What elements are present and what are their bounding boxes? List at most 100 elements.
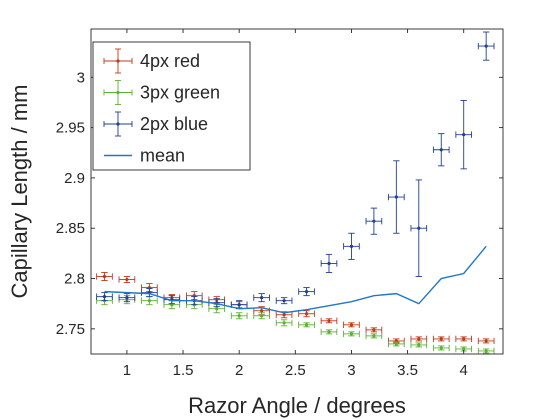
x-tick-label: 1 [123, 362, 131, 379]
point-marker [462, 133, 466, 137]
point-marker [394, 195, 398, 199]
axes-frame [90, 28, 504, 355]
legend-label: 4px red [140, 51, 200, 71]
legend-entry: mean [104, 146, 185, 166]
y-tick-label: 2.75 [56, 321, 85, 338]
point-marker [439, 148, 443, 152]
data-point [208, 298, 226, 308]
data-point [275, 297, 293, 305]
data-point [96, 292, 113, 302]
point-marker [417, 226, 421, 230]
axes-layer: 1 1.5 2 2.5 3 3.5 4 2.75 2.8 2.85 2.9 2.95 3 [56, 28, 504, 379]
data-point [298, 321, 315, 329]
data-point [365, 326, 383, 334]
data-point [455, 335, 473, 343]
point-marker [372, 334, 376, 338]
series-2px-blue [96, 31, 495, 310]
point-marker [260, 296, 264, 300]
point-marker [304, 312, 309, 316]
data-point [253, 312, 270, 320]
point-marker [125, 277, 129, 282]
data-point [343, 330, 360, 338]
point-marker [327, 319, 331, 323]
data-point [388, 340, 405, 348]
data-point [432, 335, 450, 343]
point-marker [439, 346, 443, 350]
series-mean [104, 245, 487, 314]
series-3px-green [96, 295, 495, 355]
point-marker [282, 321, 286, 325]
point-marker [372, 219, 376, 223]
point-marker [125, 296, 129, 300]
data-point [320, 328, 338, 336]
y-tick-label: 3 [77, 69, 85, 86]
point-marker [372, 328, 376, 332]
point-marker [349, 323, 354, 327]
data-point [477, 347, 495, 355]
point-marker [282, 299, 286, 303]
point-marker [304, 290, 309, 294]
y-axis-title: Capillary Length / mm [7, 85, 32, 299]
legend-marker [116, 90, 120, 95]
point-marker [327, 261, 331, 266]
x-tick-label: 3.5 [397, 362, 418, 379]
point-marker [439, 337, 443, 341]
point-marker [215, 307, 219, 311]
legend-entry: 4px red [103, 48, 200, 74]
data-point [432, 133, 450, 167]
series-layer [96, 31, 495, 355]
legend-box [92, 41, 251, 171]
point-marker [462, 337, 466, 341]
data-point [275, 319, 293, 327]
legend-label: mean [140, 146, 185, 166]
data-point [410, 179, 428, 277]
legend-entry: 2px blue [103, 111, 208, 137]
data-point [388, 160, 405, 234]
data-point [298, 310, 315, 318]
y-tick-label: 2.95 [56, 120, 85, 137]
point-marker [147, 299, 151, 303]
data-point [477, 31, 495, 61]
data-point [230, 312, 248, 320]
data-point [298, 287, 315, 297]
data-point [343, 321, 360, 329]
data-point [118, 293, 136, 303]
legend-entry: 3px green [103, 80, 220, 105]
x-tick-label: 2 [235, 362, 243, 379]
point-marker [102, 274, 107, 279]
y-tick-label: 2.9 [64, 170, 85, 187]
point-marker [462, 347, 466, 351]
point-marker [237, 303, 241, 307]
point-marker [304, 323, 309, 327]
data-point [96, 272, 113, 281]
legend-marker [116, 122, 120, 126]
y-tick-label: 2.8 [64, 271, 85, 288]
point-marker [260, 314, 264, 318]
data-point [253, 293, 270, 303]
point-marker [417, 343, 421, 347]
x-tick-label: 1.5 [173, 362, 194, 379]
data-point [343, 232, 360, 260]
data-point [410, 335, 428, 343]
point-marker [260, 309, 264, 313]
data-point [365, 207, 383, 235]
x-tick-label: 3 [347, 362, 355, 379]
y-tick-label: 2.85 [56, 220, 85, 237]
point-marker [394, 342, 398, 346]
data-point [477, 337, 495, 345]
series-4px-red [96, 272, 495, 345]
data-point [365, 332, 383, 340]
point-marker [349, 244, 354, 248]
data-point [455, 99, 473, 170]
data-point [320, 317, 338, 324]
data-point [118, 276, 136, 284]
point-marker [102, 295, 107, 299]
point-marker [237, 314, 241, 318]
mean-line [104, 245, 487, 314]
point-marker [484, 349, 488, 353]
point-marker [282, 313, 286, 317]
x-tick-label: 2.5 [285, 362, 306, 379]
data-point [320, 253, 338, 273]
point-marker [327, 330, 331, 334]
